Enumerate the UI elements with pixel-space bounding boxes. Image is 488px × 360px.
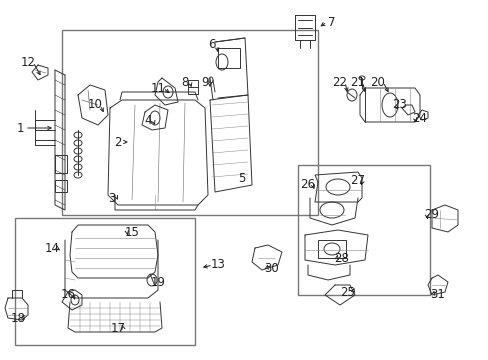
Text: 31: 31 (429, 288, 445, 302)
Text: 3: 3 (108, 192, 116, 204)
Text: 6: 6 (208, 39, 215, 51)
Text: 13: 13 (210, 258, 225, 271)
Text: 12: 12 (20, 55, 36, 68)
Text: 2: 2 (114, 135, 122, 148)
Text: 14: 14 (44, 242, 60, 255)
Bar (55, 180, 67, 192)
Text: 5: 5 (238, 171, 245, 184)
Text: 1: 1 (16, 122, 24, 135)
Text: 9: 9 (201, 76, 208, 89)
Text: 24: 24 (412, 112, 427, 125)
Text: 4: 4 (144, 113, 151, 126)
Text: 17: 17 (110, 321, 125, 334)
Text: 27: 27 (350, 174, 365, 186)
Text: 19: 19 (150, 275, 165, 288)
Text: 11: 11 (150, 81, 165, 94)
Bar (15, 218, 195, 345)
Text: 30: 30 (264, 261, 279, 274)
Text: 28: 28 (334, 252, 349, 265)
Bar (55, 155, 67, 173)
Text: 18: 18 (11, 311, 25, 324)
Text: 7: 7 (327, 15, 335, 28)
Text: 16: 16 (61, 288, 75, 302)
Bar (218, 48, 240, 68)
Bar (62, 30, 317, 215)
Text: 21: 21 (350, 76, 365, 89)
Bar (317, 240, 346, 258)
Text: 22: 22 (332, 76, 347, 89)
Text: 20: 20 (370, 76, 385, 89)
Bar (297, 165, 429, 295)
Text: 26: 26 (300, 179, 315, 192)
Text: 25: 25 (340, 285, 355, 298)
Text: 8: 8 (181, 76, 188, 89)
Text: 29: 29 (424, 208, 439, 221)
Text: 15: 15 (124, 225, 139, 238)
Bar (187, 80, 198, 94)
Text: 23: 23 (392, 99, 407, 112)
Text: 10: 10 (87, 99, 102, 112)
